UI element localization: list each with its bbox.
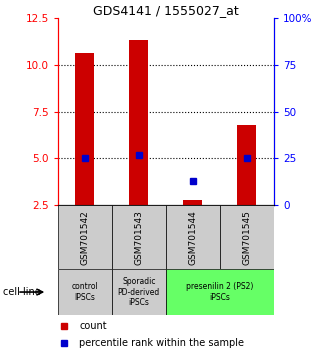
Text: cell line: cell line: [3, 287, 41, 297]
Text: control
IPSCs: control IPSCs: [71, 282, 98, 302]
Text: count: count: [79, 321, 107, 331]
Title: GDS4141 / 1555027_at: GDS4141 / 1555027_at: [93, 4, 239, 17]
Text: GSM701543: GSM701543: [134, 210, 143, 265]
Bar: [166, 205, 220, 269]
Text: GSM701545: GSM701545: [242, 210, 251, 265]
Bar: [129, 40, 148, 205]
Bar: [183, 200, 202, 205]
Bar: [58, 205, 112, 269]
Text: Sporadic
PD-derived
iPSCs: Sporadic PD-derived iPSCs: [118, 277, 160, 307]
Bar: [237, 125, 256, 205]
Bar: [112, 269, 166, 315]
Bar: [220, 205, 274, 269]
Bar: [58, 269, 112, 315]
Text: presenilin 2 (PS2)
iPSCs: presenilin 2 (PS2) iPSCs: [186, 282, 253, 302]
Bar: [166, 269, 274, 315]
Text: GSM701544: GSM701544: [188, 210, 197, 264]
Bar: [112, 205, 166, 269]
Bar: [75, 53, 94, 205]
Text: percentile rank within the sample: percentile rank within the sample: [79, 338, 244, 348]
Text: GSM701542: GSM701542: [80, 210, 89, 264]
